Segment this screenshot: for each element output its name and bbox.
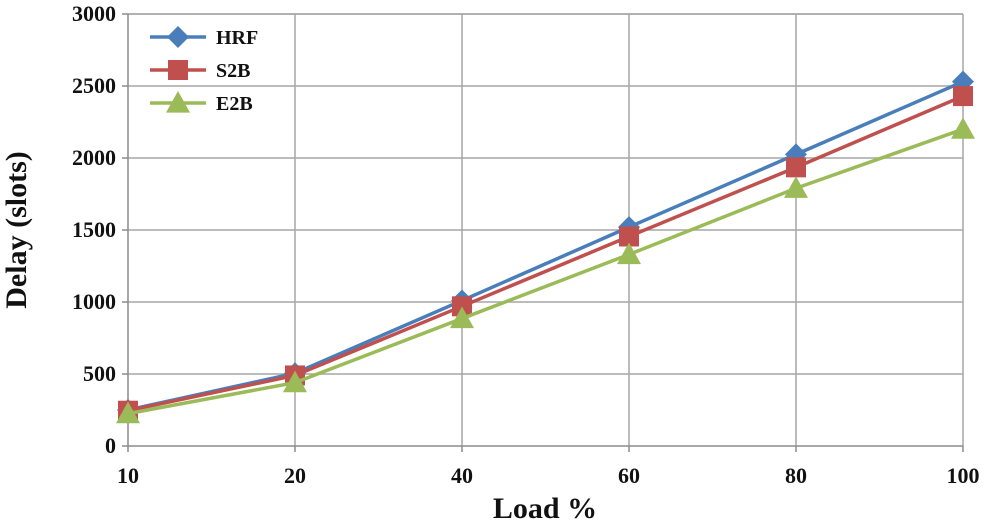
y-axis-title: Delay (slots) (0, 151, 33, 308)
series-line-s2b (127, 94, 964, 413)
y-tick-label: 0 (105, 433, 116, 458)
series-line-e2b (127, 127, 964, 416)
legend-marker-e2b (166, 91, 190, 113)
data-point-e2b (283, 370, 307, 393)
x-tick-label: 10 (117, 463, 139, 488)
x-tick-label: 40 (451, 463, 473, 488)
data-point-s2b (953, 86, 973, 107)
data-point-e2b (450, 306, 474, 329)
y-tick-label: 1000 (72, 289, 116, 314)
legend-item-s2b: S2B (150, 60, 250, 82)
y-tick-label: 500 (83, 361, 116, 386)
x-tick-label: 20 (284, 463, 306, 488)
y-tick-label: 1500 (72, 217, 116, 242)
legend-marker-s2b (168, 60, 188, 80)
series-s2b (118, 86, 973, 421)
series-line-hrf (127, 80, 964, 412)
data-point-s2b (452, 296, 472, 317)
legend: HRF S2B E2B (150, 26, 258, 115)
x-axis-title: Load % (493, 492, 597, 523)
data-point-s2b (619, 226, 639, 247)
legend-item-hrf: HRF (150, 26, 258, 49)
legend-label-e2b: E2B (216, 93, 253, 115)
series-layer (116, 70, 975, 424)
data-point-e2b (951, 117, 975, 139)
data-point-e2b (116, 401, 140, 424)
x-tick-label: 60 (618, 463, 640, 488)
data-point-s2b (786, 157, 806, 178)
x-tick-label: 80 (785, 463, 807, 488)
legend-label-hrf: HRF (216, 27, 258, 49)
data-point-e2b (784, 176, 808, 198)
x-tick-label: 100 (947, 463, 980, 488)
y-tick-label: 3000 (72, 1, 116, 26)
series-hrf (117, 70, 974, 421)
y-tick-label: 2500 (72, 73, 116, 98)
legend-label-s2b: S2B (216, 60, 250, 82)
axes: 0 500 1000 1500 2000 2500 3000 10 20 40 60 80 100 (72, 1, 980, 488)
legend-marker-hrf (167, 26, 189, 48)
data-point-e2b (617, 242, 641, 265)
series-e2b (116, 117, 975, 424)
y-tick-label: 2000 (72, 145, 116, 170)
legend-item-e2b: E2B (150, 91, 253, 115)
